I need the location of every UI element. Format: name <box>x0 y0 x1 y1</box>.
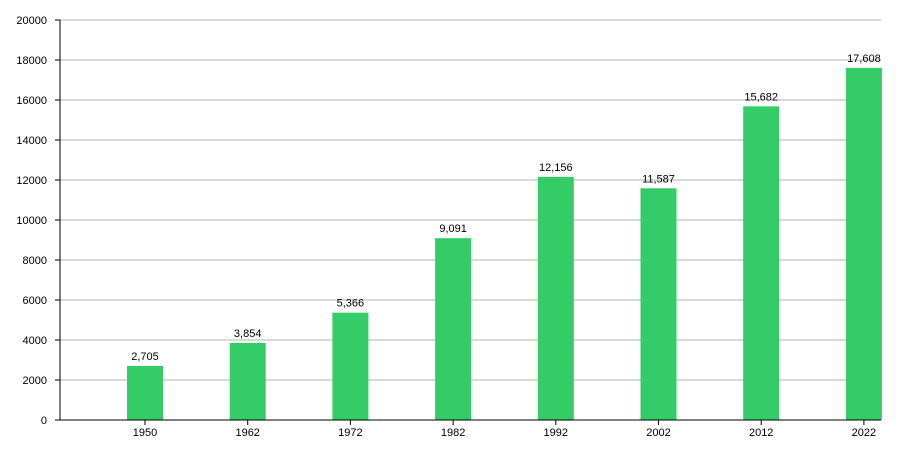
bar-value-label: 12,156 <box>539 162 573 174</box>
x-tick-label: 2002 <box>646 427 670 439</box>
bar-1992 <box>537 176 574 420</box>
y-tick-label: 2000 <box>23 375 47 387</box>
bar-value-label: 15,682 <box>744 91 778 103</box>
x-tick-label: 1950 <box>133 427 157 439</box>
y-tick-label: 6000 <box>23 295 47 307</box>
bars-layer <box>127 67 882 421</box>
bar-1950 <box>127 365 163 420</box>
y-tick-label: 4000 <box>23 335 47 347</box>
y-tick-label: 10000 <box>16 215 47 227</box>
y-tick-label: 18000 <box>16 55 47 67</box>
y-tick-label: 14000 <box>16 135 47 147</box>
y-tick-label: 0 <box>41 415 47 427</box>
x-tick-label: 1962 <box>235 427 259 439</box>
y-tick-label: 20000 <box>16 15 47 27</box>
bar-1962 <box>229 342 266 420</box>
bar-value-label: 17,608 <box>847 53 881 65</box>
bar-2022 <box>845 67 882 420</box>
grid-layer <box>60 19 881 381</box>
x-tick-label: 2012 <box>749 427 773 439</box>
y-tick-label: 12000 <box>16 175 47 187</box>
bar-value-label: 3,854 <box>234 328 262 340</box>
bar-1982 <box>435 238 472 420</box>
bar-value-label: 9,091 <box>439 223 467 235</box>
bar-value-label: 5,366 <box>337 298 365 310</box>
axis-layer <box>55 19 881 425</box>
bar-1972 <box>332 312 369 420</box>
y-tick-label: 16000 <box>16 95 47 107</box>
bar-2002 <box>640 188 677 420</box>
x-tick-label: 1992 <box>544 427 568 439</box>
bar-value-label: 2,705 <box>131 351 159 363</box>
bar-value-label: 11,587 <box>642 173 675 185</box>
labels-layer: 0 2000 4000 6000 8000 10000 12000 14000 16000 180… <box>16 15 880 439</box>
y-tick-label: 8000 <box>23 255 47 267</box>
x-tick-label: 2022 <box>852 427 876 439</box>
x-tick-label: 1972 <box>338 427 362 439</box>
bar-2012 <box>743 106 780 421</box>
x-tick-label: 1982 <box>441 427 465 439</box>
